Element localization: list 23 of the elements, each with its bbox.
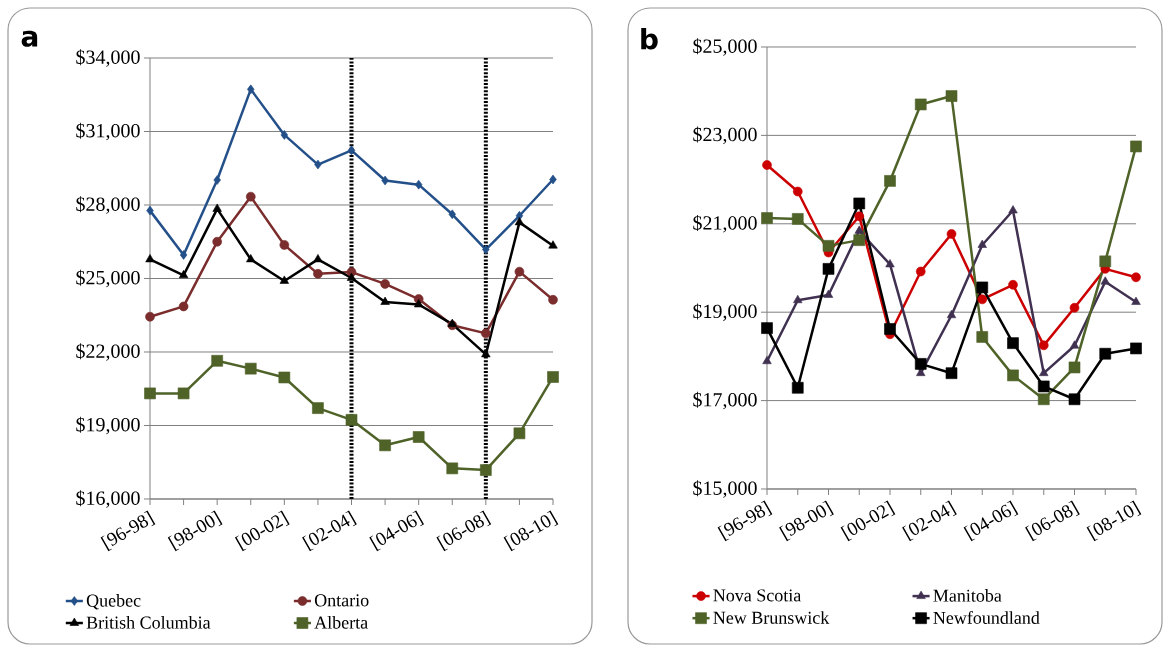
y-tick-label: $31,000 [76, 122, 140, 141]
y-tick-label: $19,000 [76, 416, 140, 435]
legend-label: New Brunswick [713, 611, 830, 624]
legend-label: Newfoundland [933, 611, 1040, 624]
y-tick-label: $28,000 [76, 196, 140, 214]
y-tick-label: $15,000 [693, 480, 757, 498]
chart-title: b [641, 27, 658, 50]
legend-label: Ontario [314, 594, 369, 607]
legend-label: Manitoba [933, 589, 1002, 602]
legend-label: Nova Scotia [713, 589, 802, 602]
chart-title: a [21, 30, 38, 47]
legend-label: Alberta [314, 616, 368, 629]
y-tick-label: $34,000 [76, 49, 140, 67]
y-tick-label: $23,000 [693, 126, 757, 145]
y-tick-label: $22,000 [76, 343, 140, 361]
y-tick-label: $16,000 [76, 490, 140, 508]
y-tick-label: $17,000 [693, 391, 757, 410]
y-tick-label: $21,000 [693, 215, 757, 233]
legend-label: British Columbia [86, 616, 211, 629]
y-tick-label: $19,000 [693, 303, 757, 321]
legend-label: Quebec [86, 594, 141, 610]
y-tick-label: $25,000 [693, 38, 757, 56]
y-tick-label: $25,000 [76, 269, 140, 288]
